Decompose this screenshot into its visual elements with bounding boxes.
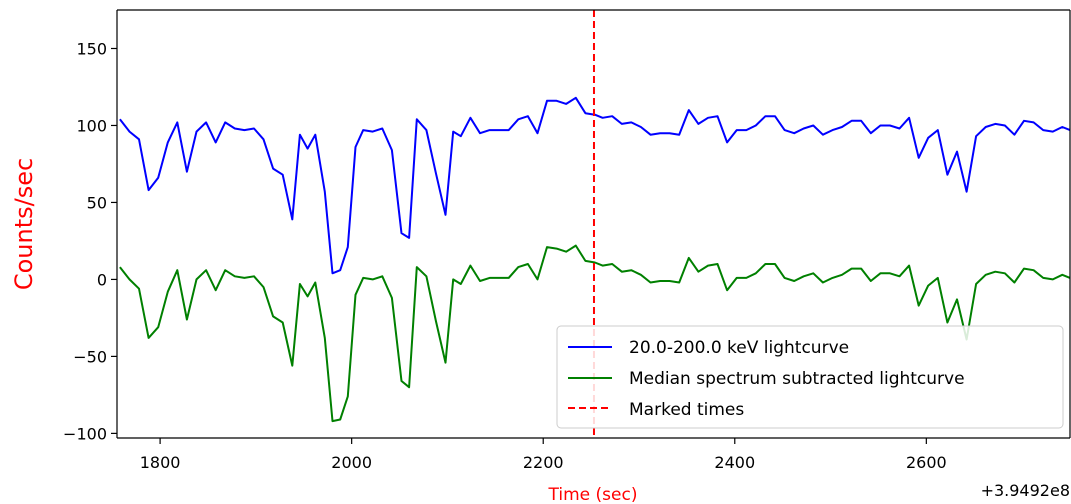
legend-label-green: Median spectrum subtracted lightcurve	[629, 369, 965, 389]
x-axis-label: Time (sec)	[548, 485, 638, 504]
x-tick-label: 2000	[331, 453, 372, 472]
y-tick-label: −100	[63, 424, 107, 443]
series-layer	[119, 96, 1071, 423]
legend-label-blue: 20.0-200.0 keV lightcurve	[629, 338, 849, 358]
x-tick-label: 2600	[906, 453, 947, 472]
y-axis-label: Counts/sec	[10, 158, 38, 290]
y-tick-label: 100	[76, 116, 107, 135]
axes	[116, 9, 1071, 439]
x-tick-label: 1800	[140, 453, 181, 472]
legend: 20.0-200.0 keV lightcurve Median spectru…	[556, 325, 1064, 429]
x-offset-label: +3.9492e8	[981, 481, 1070, 500]
legend-label-marked: Marked times	[629, 400, 744, 420]
y-tick-label: 150	[76, 39, 107, 58]
y-tick-label: −50	[73, 347, 107, 366]
series-line-0	[119, 96, 1071, 275]
ticks: −100 −50 0 50 100 150 1800 2000 2200 2400 2600	[63, 39, 947, 472]
legend-box	[556, 325, 1064, 429]
series-line-1	[119, 244, 1071, 423]
x-tick-label: 2200	[523, 453, 564, 472]
y-tick-label: 0	[97, 270, 107, 289]
y-tick-label: 50	[87, 193, 107, 212]
x-tick-label: 2400	[714, 453, 755, 472]
